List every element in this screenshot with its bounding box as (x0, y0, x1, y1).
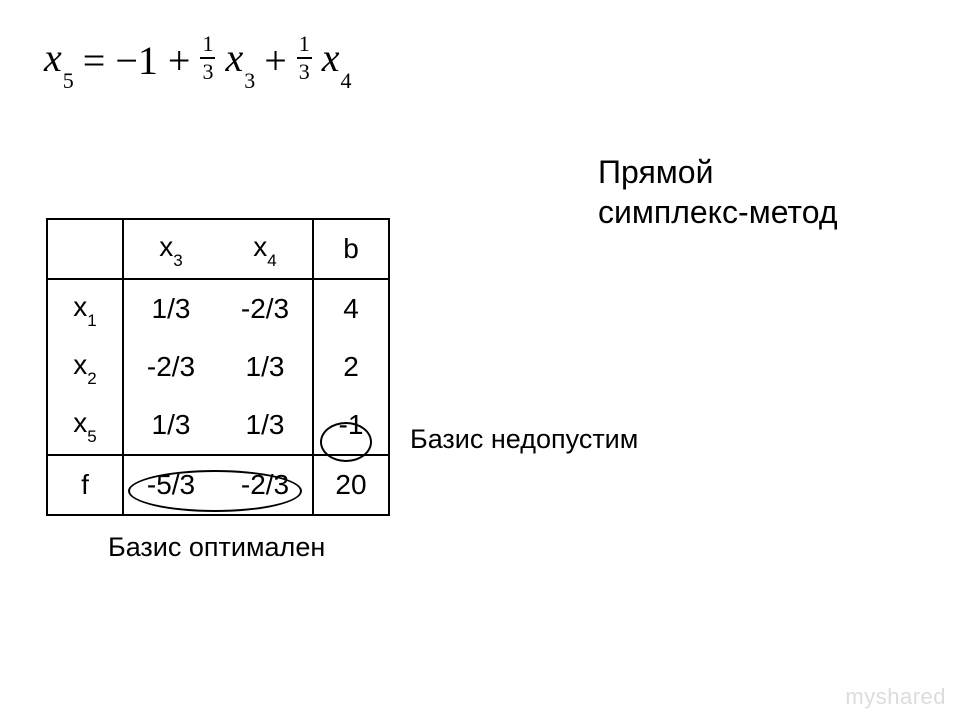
row-b-cell: 2 (313, 338, 389, 396)
row-x4-cell: 1/3 (218, 338, 313, 396)
eq-frac2-den: 3 (297, 57, 312, 83)
eq-frac1-den: 3 (200, 57, 215, 83)
eq-frac2-num: 1 (297, 33, 312, 57)
table-header-row: x3 x4 b (47, 219, 389, 279)
eq-const: −1 (115, 37, 158, 84)
row-b-cell: 4 (313, 279, 389, 338)
header-x4-var: x (253, 231, 267, 262)
eq-term-2: x4 (322, 34, 351, 86)
eq-const-sign: − (115, 38, 138, 83)
eq-lhs-sub: 5 (63, 68, 74, 93)
title-line-1: Прямой (598, 152, 837, 192)
frow-b-cell: 20 (313, 455, 389, 515)
eq-plus-2: + (264, 37, 287, 84)
row-x4-cell: 1/3 (218, 396, 313, 455)
eq-t1-var: x (225, 35, 243, 80)
eq-lhs-var: x (44, 35, 62, 80)
header-x4-sub: 4 (267, 251, 276, 270)
row1-basis-var: x (73, 349, 87, 380)
table-row: x2 -2/3 1/3 2 (47, 338, 389, 396)
header-basis-cell (47, 219, 123, 279)
header-x3-var: x (159, 231, 173, 262)
row0-basis-var: x (73, 291, 87, 322)
row-x3-cell: 1/3 (123, 279, 218, 338)
eq-t1-sub: 3 (244, 68, 255, 93)
eq-t2-sub: 4 (341, 68, 352, 93)
header-x4-cell: x4 (218, 219, 313, 279)
circle-minus1-icon (320, 422, 372, 462)
eq-frac-1: 1 3 (200, 33, 215, 83)
eq-frac1-num: 1 (200, 33, 215, 57)
eq-lhs: x5 (44, 34, 73, 86)
row-basis-cell: x5 (47, 396, 123, 455)
header-b-cell: b (313, 219, 389, 279)
eq-t2-var: x (322, 35, 340, 80)
row2-basis-sub: 5 (87, 427, 96, 446)
row2-basis-var: x (73, 407, 87, 438)
row-x3-cell: -2/3 (123, 338, 218, 396)
frow-basis-cell: f (47, 455, 123, 515)
row-x4-cell: -2/3 (218, 279, 313, 338)
eq-term-1: x3 (225, 34, 254, 86)
header-x3-cell: x3 (123, 219, 218, 279)
label-basis-optimal: Базис оптимален (108, 532, 325, 563)
row-basis-cell: x2 (47, 338, 123, 396)
row-basis-cell: x1 (47, 279, 123, 338)
eq-frac-2: 1 3 (297, 33, 312, 83)
equation: x5 = −1 + 1 3 x3 + 1 3 x4 (44, 34, 351, 86)
eq-equals: = (83, 37, 106, 84)
circle-frow-icon (128, 470, 302, 512)
label-basis-infeasible: Базис недопустим (410, 424, 638, 455)
eq-const-val: 1 (138, 38, 158, 83)
table-row: x1 1/3 -2/3 4 (47, 279, 389, 338)
eq-plus-1: + (168, 37, 191, 84)
row0-basis-sub: 1 (87, 311, 96, 330)
page-title: Прямой симплекс-метод (598, 152, 837, 232)
watermark: myshared (845, 684, 946, 710)
row1-basis-sub: 2 (87, 369, 96, 388)
row-x3-cell: 1/3 (123, 396, 218, 455)
title-line-2: симплекс-метод (598, 192, 837, 232)
header-x3-sub: 3 (173, 251, 182, 270)
